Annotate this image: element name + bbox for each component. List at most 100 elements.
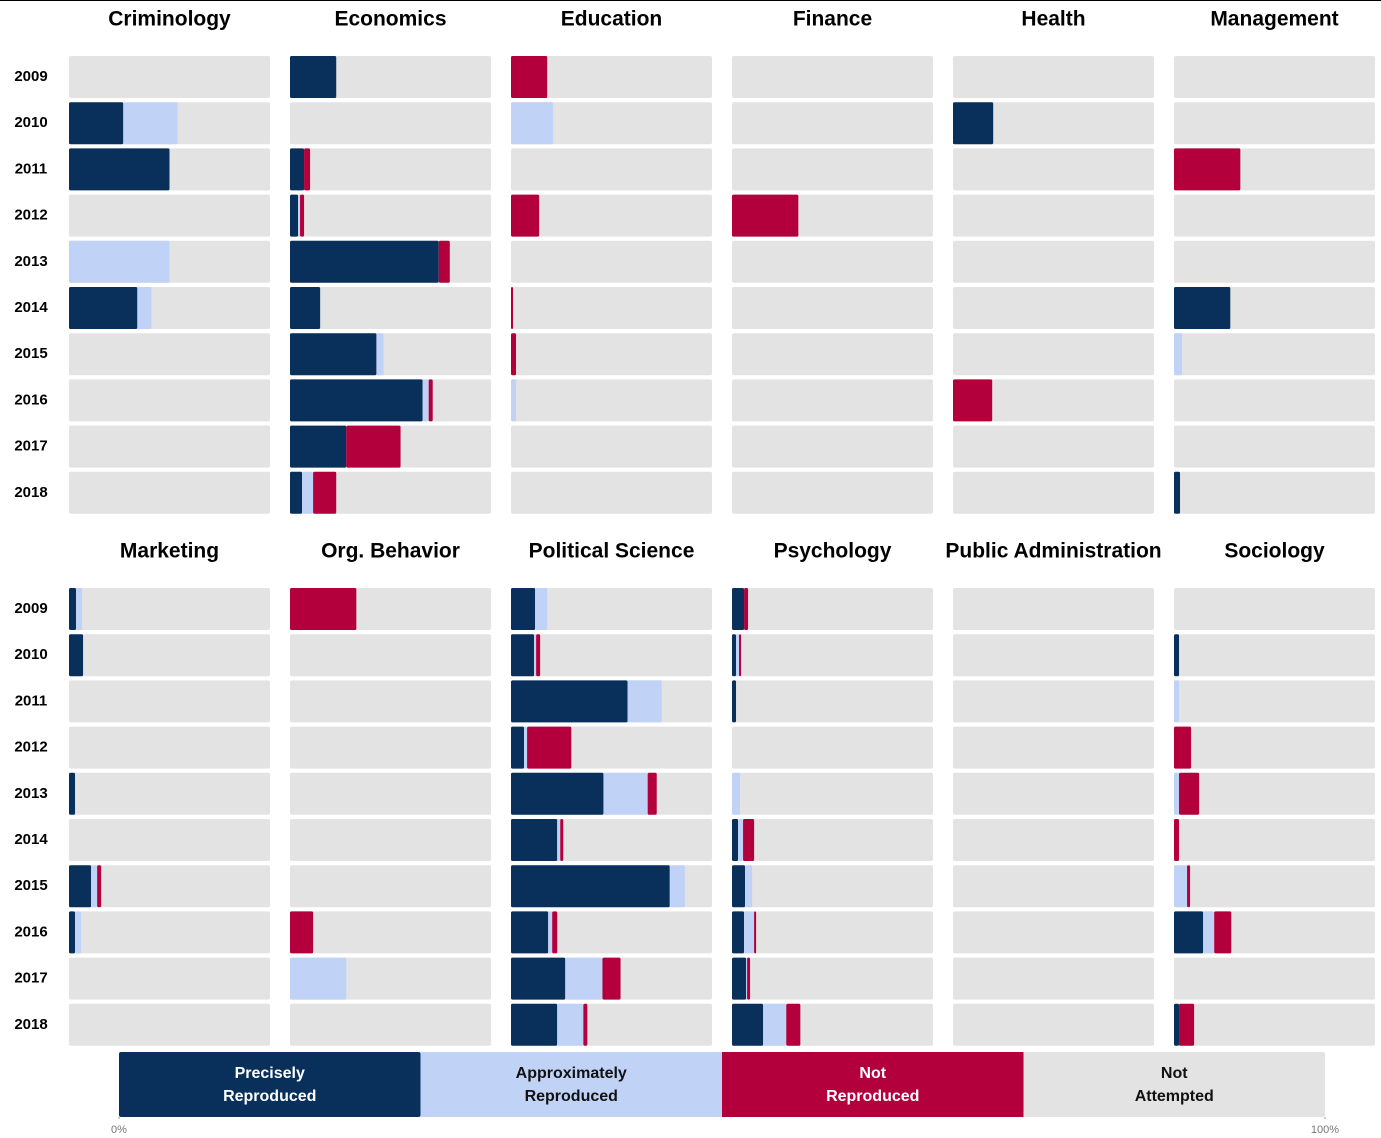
row-background xyxy=(732,634,933,677)
row-background xyxy=(69,634,270,677)
row-background xyxy=(953,911,1154,954)
bar-segment xyxy=(300,194,305,237)
bar-segment xyxy=(732,819,739,861)
row-background xyxy=(69,957,270,1000)
bar-segment xyxy=(511,772,604,815)
year-label: 2009 xyxy=(14,68,47,85)
bar-segment xyxy=(1187,865,1191,908)
legend-swatch xyxy=(420,1052,722,1117)
row-background xyxy=(953,102,1154,145)
row-background xyxy=(732,588,933,630)
bar-segment xyxy=(376,333,384,376)
bar-segment xyxy=(290,56,337,98)
bar-segment xyxy=(511,56,548,98)
row-background xyxy=(69,471,270,514)
row-background xyxy=(511,102,712,145)
row-background xyxy=(732,56,933,98)
row-background xyxy=(953,1003,1154,1046)
bar-segment xyxy=(511,634,535,677)
legend-swatch xyxy=(119,1052,421,1117)
bar-segment xyxy=(69,634,84,677)
bar-segment xyxy=(511,726,525,769)
row-background xyxy=(953,471,1154,514)
bar-segment xyxy=(763,1003,787,1046)
bar-segment xyxy=(552,911,558,954)
bar-segment xyxy=(123,102,178,145)
year-label: 2010 xyxy=(14,646,47,663)
panel-title: Public Administration xyxy=(945,540,1161,563)
bar-segment xyxy=(754,911,757,954)
bar-segment xyxy=(69,865,92,908)
row-background xyxy=(290,287,491,329)
bar-segment xyxy=(738,819,744,861)
row-background xyxy=(1174,634,1375,677)
bar-segment xyxy=(745,865,753,908)
year-label: 2015 xyxy=(14,877,47,894)
year-label: 2018 xyxy=(14,1016,47,1033)
row-background xyxy=(290,819,491,861)
year-label: 2015 xyxy=(14,345,47,362)
bar-segment xyxy=(290,333,377,376)
bar-segment xyxy=(91,865,98,908)
bar-segment xyxy=(557,819,561,861)
row-background xyxy=(1174,865,1375,908)
bar-segment xyxy=(732,1003,764,1046)
row-background xyxy=(953,287,1154,329)
bar-segment xyxy=(732,680,737,723)
row-background xyxy=(511,56,712,98)
bar-segment xyxy=(1179,1003,1195,1046)
bar-segment xyxy=(1174,287,1231,329)
bar-segment xyxy=(511,865,670,908)
panel-title: Political Science xyxy=(529,540,695,563)
row-background xyxy=(511,287,712,329)
bar-segment xyxy=(69,588,77,630)
row-background xyxy=(69,588,270,630)
row-background xyxy=(953,865,1154,908)
bar-segment xyxy=(743,819,755,861)
row-background xyxy=(69,425,270,468)
row-background xyxy=(953,957,1154,1000)
bar-segment xyxy=(1174,911,1204,954)
row-background xyxy=(69,56,270,98)
bar-segment xyxy=(511,911,549,954)
bar-segment xyxy=(603,772,648,815)
row-background xyxy=(69,680,270,723)
bar-segment xyxy=(1203,911,1215,954)
panel-title: Education xyxy=(561,8,663,31)
bar-segment xyxy=(290,287,321,329)
bar-segment xyxy=(438,240,450,283)
bar-segment xyxy=(557,1003,584,1046)
bar-segment xyxy=(732,772,741,815)
row-background xyxy=(1174,726,1375,769)
row-background xyxy=(1174,379,1375,422)
row-background xyxy=(69,819,270,861)
row-background xyxy=(1174,957,1375,1000)
year-label: 2013 xyxy=(14,253,47,270)
row-background xyxy=(290,148,491,191)
bar-segment xyxy=(1174,148,1241,191)
row-background xyxy=(953,148,1154,191)
bar-segment xyxy=(290,588,357,630)
bar-segment xyxy=(69,240,170,283)
bar-segment xyxy=(953,102,994,145)
bar-segment xyxy=(1214,911,1232,954)
bar-segment xyxy=(1174,471,1181,514)
bar-segment xyxy=(511,333,517,376)
row-background xyxy=(1174,680,1375,723)
year-label: 2016 xyxy=(14,391,47,408)
row-background xyxy=(732,379,933,422)
row-background xyxy=(1174,102,1375,145)
row-background xyxy=(69,911,270,954)
year-label: 2013 xyxy=(14,785,47,802)
bar-segment xyxy=(732,957,747,1000)
bar-segment xyxy=(511,102,554,145)
row-background xyxy=(511,634,712,677)
bar-segment xyxy=(1174,819,1180,861)
row-background xyxy=(953,56,1154,98)
bar-segment xyxy=(732,911,745,954)
row-background xyxy=(511,379,712,422)
row-background xyxy=(732,471,933,514)
row-background xyxy=(1174,194,1375,237)
